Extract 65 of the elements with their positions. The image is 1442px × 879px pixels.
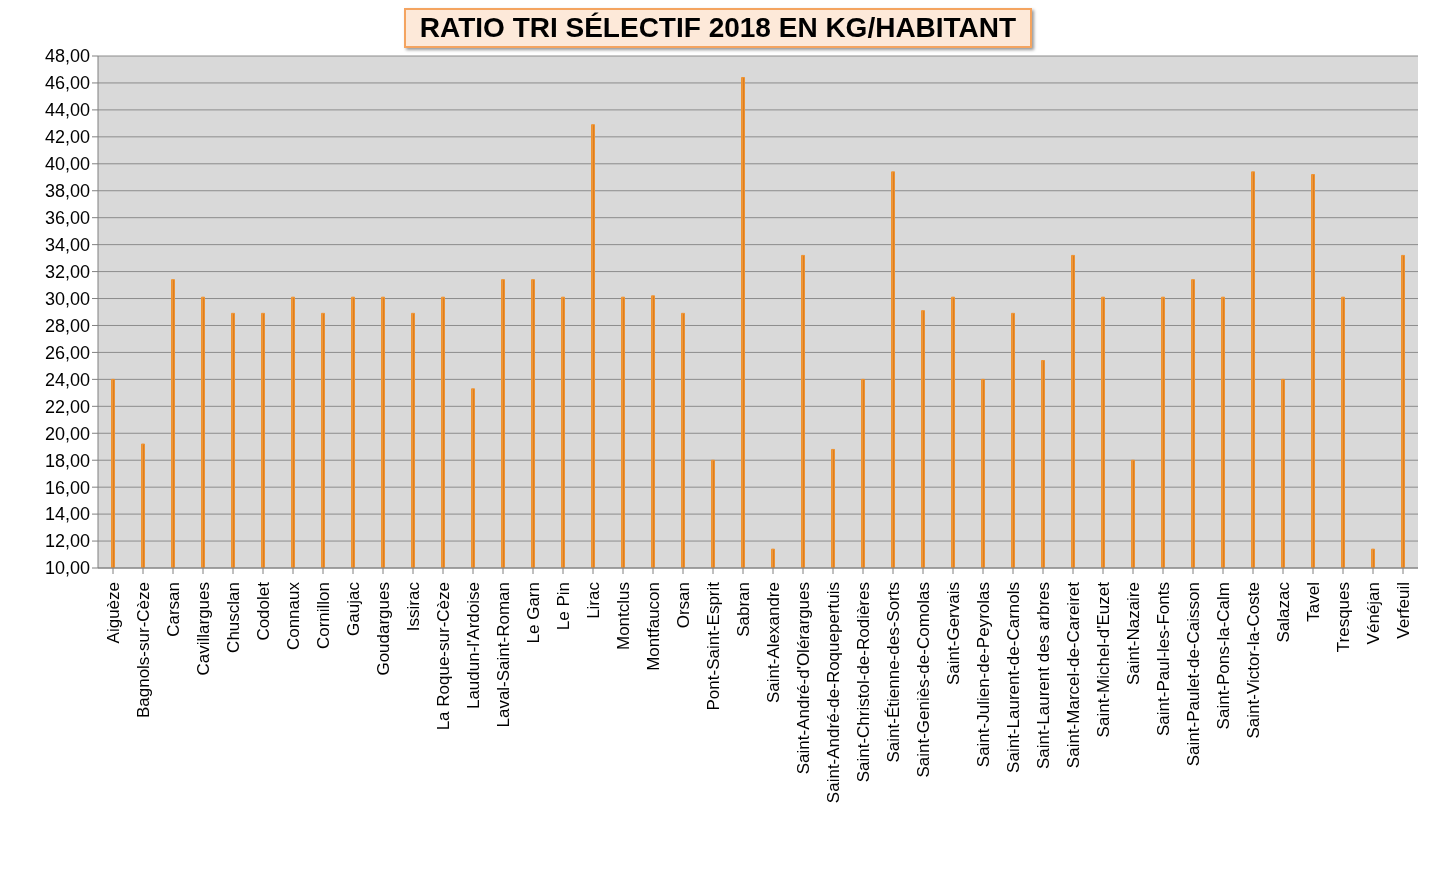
x-tick-label: Saint-Laurent des arbres [1033, 582, 1053, 770]
y-tick-label: 16,00 [44, 477, 90, 498]
y-tick-label: 26,00 [44, 342, 90, 363]
x-tick-label: Lirac [583, 581, 603, 619]
x-tick-label: Montfaucon [643, 582, 663, 671]
y-tick-label: 38,00 [44, 181, 90, 202]
x-tick-label: Saint-Christol-de-Rodières [853, 582, 873, 783]
y-tick-label: 34,00 [44, 235, 90, 256]
y-tick-label: 20,00 [44, 423, 90, 444]
x-tick-label: Saint-Geniès-de-Comolas [913, 582, 933, 778]
y-tick-label: 42,00 [44, 127, 90, 148]
y-tick-label: 12,00 [44, 531, 90, 552]
x-tick-label: Goudargues [373, 582, 393, 676]
x-tick-label: Pont-Saint-Esprit [703, 581, 723, 711]
x-tick-label: Saint-Laurent-de-Carnols [1003, 582, 1023, 773]
x-tick-label: Carsan [163, 582, 183, 637]
x-tick-label: Saint-Étienne-des-Sorts [883, 582, 903, 763]
y-tick-label: 44,00 [44, 100, 90, 121]
y-tick-label: 22,00 [44, 396, 90, 417]
x-tick-label: Orsan [673, 582, 693, 629]
y-tick-label: 40,00 [44, 154, 90, 175]
x-tick-label: Cavillargues [193, 582, 213, 676]
x-tick-label: Cornillon [313, 582, 333, 650]
x-tick-label: Montclus [613, 582, 633, 651]
x-tick-label: Vénéjan [1363, 582, 1383, 645]
x-tick-label: Verfeuil [1393, 582, 1413, 639]
x-tick-label: Laudun-l'Ardoise [463, 582, 483, 710]
y-tick-label: 32,00 [44, 261, 90, 282]
x-tick-label: Sabran [733, 582, 753, 637]
x-tick-label: Saint-Paulet-de-Caisson [1183, 582, 1203, 767]
x-tick-label: La Roque-sur-Cèze [433, 582, 453, 731]
x-tick-label: Saint-Gervais [943, 582, 963, 685]
x-tick-label: Le Garn [523, 582, 543, 644]
y-tick-label: 36,00 [44, 208, 90, 229]
chart-title: RATIO TRI SÉLECTIF 2018 EN KG/HABITANT [403, 8, 1033, 48]
x-tick-label: Tavel [1303, 582, 1323, 622]
y-tick-label: 10,00 [44, 558, 90, 579]
y-tick-label: 18,00 [44, 450, 90, 471]
x-tick-label: Chusclan [223, 582, 243, 653]
y-tick-label: 30,00 [44, 288, 90, 309]
y-tick-label: 14,00 [44, 504, 90, 525]
x-tick-label: Aiguèze [103, 582, 123, 644]
x-tick-label: Le Pin [553, 582, 573, 631]
x-tick-label: Saint-Julien-de-Peyrolas [973, 582, 993, 768]
x-tick-label: Salazac [1273, 581, 1293, 643]
x-tick-label: Laval-Saint-Roman [493, 582, 513, 728]
x-tick-label: Saint-Nazaire [1123, 582, 1143, 685]
x-tick-label: Saint-Michel-d'Euzet [1093, 581, 1113, 738]
x-tick-label: Saint-Paul-les-Fonts [1153, 582, 1173, 737]
y-tick-label: 48,00 [44, 46, 90, 67]
y-tick-label: 24,00 [44, 369, 90, 390]
x-tick-label: Saint-André-d'Olérargues [793, 582, 813, 775]
x-tick-label: Connaux [283, 581, 303, 651]
x-tick-label: Issirac [403, 581, 423, 632]
x-tick-label: Saint-André-de-Roquepertuis [823, 582, 843, 804]
y-tick-label: 46,00 [44, 73, 90, 94]
x-tick-label: Codolet [253, 581, 273, 641]
x-tick-label: Saint-Marcel-de-Careiret [1063, 581, 1083, 769]
x-tick-label: Saint-Alexandre [763, 582, 783, 703]
x-tick-label: Bagnols-sur-Cèze [133, 582, 153, 719]
y-tick-label: 28,00 [44, 315, 90, 336]
x-tick-label: Gaujac [343, 581, 363, 636]
x-tick-label: Saint-Pons-la-Calm [1213, 582, 1233, 730]
x-tick-label: Tresques [1333, 582, 1353, 653]
x-tick-label: Saint-Victor-la-Coste [1243, 582, 1263, 739]
